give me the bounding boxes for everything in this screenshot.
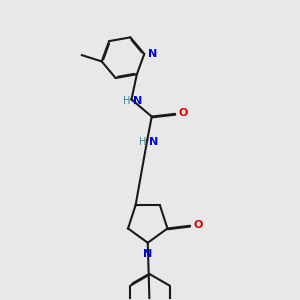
Text: N: N	[143, 249, 152, 259]
Text: H: H	[139, 137, 146, 147]
Text: H: H	[123, 96, 130, 106]
Text: N: N	[133, 96, 142, 106]
Text: N: N	[148, 137, 158, 147]
Text: O: O	[179, 108, 188, 118]
Text: N: N	[148, 49, 158, 59]
Text: O: O	[194, 220, 203, 230]
